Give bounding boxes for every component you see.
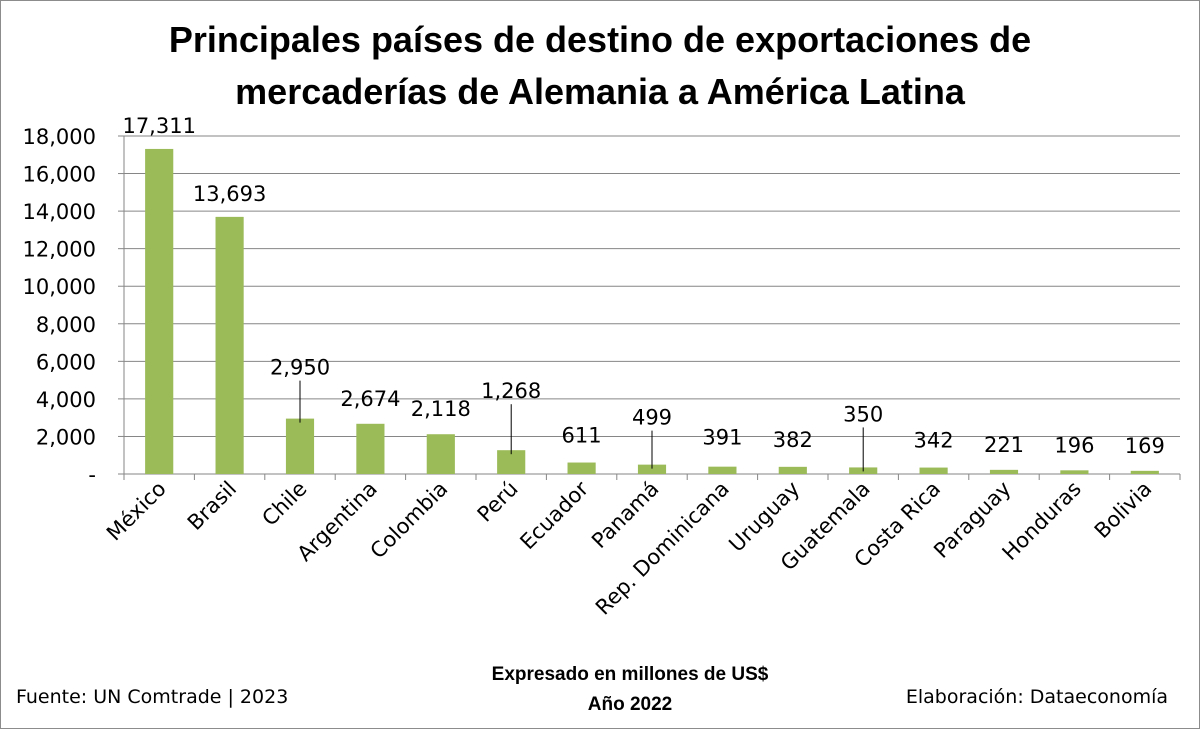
bar [285, 418, 315, 474]
data-label: 2,118 [411, 397, 471, 421]
y-tick-label: 14,000 [23, 200, 96, 224]
data-label: 221 [984, 433, 1024, 457]
category-label: Rep. Dominicana [591, 477, 734, 620]
chart-title-line-1: Principales países de destino de exporta… [168, 19, 1032, 60]
y-tick-label: 16,000 [23, 163, 96, 187]
data-label: 391 [702, 426, 742, 450]
gridlines [124, 135, 1180, 437]
y-tick-label: - [88, 463, 96, 487]
data-label: 17,311 [122, 114, 195, 138]
data-label: 499 [632, 406, 672, 430]
credit-text: Elaboración: Dataeconomía [905, 686, 1168, 708]
data-label: 196 [1054, 433, 1094, 457]
data-label: 2,950 [270, 356, 330, 380]
data-label: 350 [843, 402, 883, 426]
axes: - 2,000 4,000 6,000 8,000 10,000 12,000 14,000 1… [23, 125, 1181, 487]
year-note: Año 2022 [587, 694, 673, 715]
category-label: Ecuador [515, 476, 593, 554]
bar [215, 216, 244, 474]
bar [1130, 470, 1159, 474]
bar [989, 469, 1019, 474]
data-label: 342 [914, 429, 954, 453]
bar [567, 462, 596, 474]
bar [426, 434, 455, 474]
bar [497, 450, 526, 474]
category-label: Brasil [183, 477, 241, 535]
y-tick-label: 6,000 [36, 350, 96, 374]
data-label: 1,268 [481, 379, 541, 403]
y-tick-label: 8,000 [36, 313, 96, 337]
bar [637, 464, 667, 474]
y-tick-label: 2,000 [36, 425, 96, 449]
category-label: México [102, 477, 171, 546]
y-tick-label: 10,000 [23, 275, 96, 299]
data-label: 2,674 [340, 387, 400, 411]
bars [145, 148, 1159, 475]
data-labels: 17,311 13,693 2,950 2,674 2,118 1,268 611 499 39… [122, 114, 1165, 472]
bar [778, 466, 807, 474]
y-tick-label: 4,000 [36, 388, 96, 412]
data-label: 13,693 [193, 182, 266, 206]
source-text: Fuente: UN Comtrade | 2023 [16, 686, 289, 708]
bar [145, 148, 174, 475]
bar [919, 467, 948, 474]
units-note: Expresado en millones de US$ [491, 664, 769, 685]
y-tick-label: 12,000 [23, 238, 96, 262]
category-label: Colombia [366, 477, 453, 564]
chart-title-line-2: mercaderías de Alemania a América Latina [235, 71, 965, 112]
category-label: Bolivia [1090, 477, 1157, 544]
category-label: Perú [473, 477, 523, 527]
chart-title: Principales países de destino de exporta… [0, 14, 1200, 118]
bar [708, 466, 737, 474]
bar [356, 423, 385, 474]
data-label: 382 [773, 428, 813, 452]
data-label: 611 [562, 424, 602, 448]
y-tick-label: 18,000 [23, 125, 96, 149]
category-label: Chile [257, 477, 311, 531]
bar [1060, 470, 1089, 474]
data-label: 169 [1125, 434, 1165, 458]
